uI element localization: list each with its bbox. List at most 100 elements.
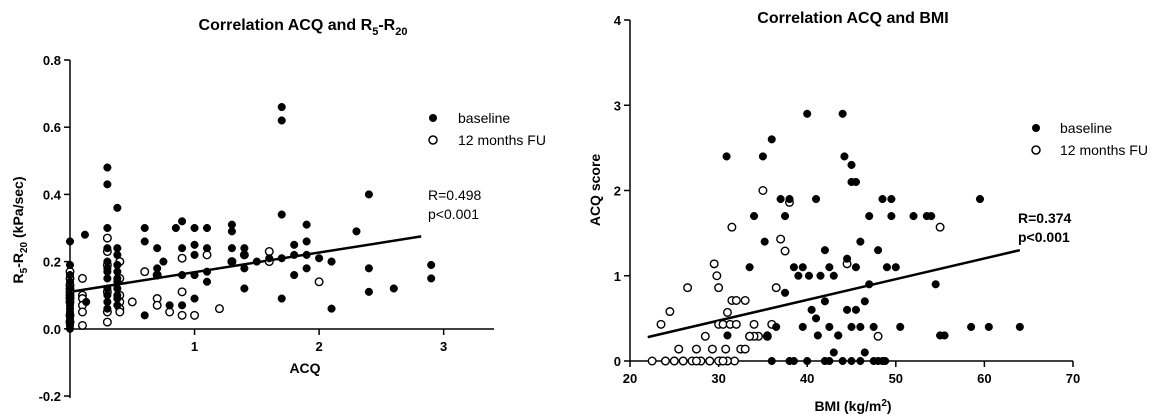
- data-point-followup: [691, 356, 701, 366]
- data-point-followup: [177, 253, 187, 263]
- data-point-baseline: [798, 263, 807, 272]
- annotation-p-value: p<0.001: [428, 206, 479, 222]
- data-point-baseline: [65, 324, 75, 333]
- x-tick-label: 70: [1066, 371, 1080, 386]
- data-point-baseline: [165, 301, 174, 310]
- data-point-baseline: [843, 254, 852, 263]
- data-point-baseline: [813, 331, 822, 340]
- x-tick-label: 30: [711, 371, 725, 386]
- data-point-followup: [264, 247, 274, 257]
- data-point-baseline: [807, 305, 816, 314]
- data-point-baseline: [749, 212, 759, 221]
- data-point-followup: [647, 356, 657, 366]
- data-point-followup: [712, 271, 722, 281]
- x-tick-label: 2: [315, 339, 322, 354]
- data-point-baseline: [767, 135, 776, 144]
- x-tick-label: 3: [440, 339, 447, 354]
- data-point-baseline: [277, 254, 286, 263]
- legend: baseline 12 months FU: [428, 110, 546, 148]
- data-point-baseline: [834, 331, 843, 340]
- data-point-followup: [177, 310, 187, 320]
- data-point-followup: [727, 222, 737, 232]
- data-point-baseline: [803, 109, 812, 118]
- data-point-baseline: [874, 246, 883, 255]
- data-point-baseline: [825, 263, 834, 272]
- data-point-baseline: [847, 322, 856, 331]
- axes: 1 2 3 -0.2 0.0 0.2 0.4 0.6 0.8: [39, 53, 494, 404]
- y-tick-label: 4: [614, 13, 622, 28]
- plot-area: [647, 109, 1024, 366]
- data-point-baseline: [113, 250, 122, 259]
- data-point-baseline: [103, 267, 112, 276]
- data-point-baseline: [887, 194, 896, 204]
- data-point-baseline: [103, 163, 112, 172]
- data-point-baseline: [103, 180, 112, 189]
- data-point-followup: [102, 317, 112, 327]
- data-point-baseline: [816, 271, 825, 280]
- data-point-followup: [707, 344, 717, 354]
- data-point-followup: [740, 344, 750, 354]
- data-point-followup: [776, 234, 786, 244]
- data-point-baseline: [202, 277, 212, 286]
- data-point-baseline: [240, 250, 249, 259]
- data-point-baseline: [803, 356, 812, 366]
- data-point-baseline: [113, 277, 122, 286]
- data-point-followup: [165, 307, 175, 317]
- data-point-followup: [678, 356, 688, 366]
- data-point-baseline: [190, 240, 199, 249]
- data-point-baseline: [302, 250, 311, 259]
- data-point-followup: [77, 307, 87, 317]
- data-point-followup: [745, 331, 755, 341]
- y-tick-label: 0.8: [43, 53, 61, 68]
- data-point-followup: [691, 344, 701, 354]
- legend-label-baseline: baseline: [458, 110, 510, 126]
- data-point-followup: [731, 319, 741, 329]
- data-point-baseline: [240, 284, 249, 293]
- data-point-baseline: [1015, 322, 1024, 331]
- data-point-baseline: [829, 271, 838, 280]
- data-point-baseline: [202, 223, 212, 233]
- data-point-baseline: [984, 322, 993, 331]
- data-point-baseline: [838, 356, 847, 366]
- data-point-baseline: [113, 284, 122, 293]
- data-point-followup: [202, 250, 212, 260]
- y-axis-label: ACQ score: [587, 154, 603, 227]
- annotation-r-value: R=0.374: [1018, 210, 1072, 226]
- x-tick-label: 20: [623, 371, 637, 386]
- data-point-baseline: [896, 322, 905, 331]
- data-point-baseline: [202, 244, 212, 253]
- y-tick-label: 0: [614, 354, 621, 369]
- data-point-baseline: [103, 274, 112, 283]
- data-point-followup: [705, 356, 715, 366]
- data-point-baseline: [140, 311, 149, 320]
- data-point-baseline: [153, 244, 162, 253]
- x-tick-label: 60: [977, 371, 991, 386]
- data-point-baseline: [856, 356, 865, 366]
- legend-label-followup: 12 months FU: [458, 132, 546, 148]
- data-point-followup: [77, 273, 87, 283]
- data-point-baseline: [865, 280, 874, 289]
- data-point-baseline: [240, 244, 249, 253]
- data-point-followup: [656, 319, 666, 329]
- data-point-followup: [660, 356, 670, 366]
- data-point-baseline: [869, 322, 878, 331]
- data-point-followup: [314, 277, 324, 287]
- data-point-baseline: [103, 244, 112, 253]
- data-point-baseline: [327, 304, 336, 313]
- data-point-followup: [665, 307, 675, 317]
- data-point-baseline: [975, 194, 985, 204]
- data-point-baseline: [776, 194, 785, 204]
- data-point-baseline: [178, 270, 187, 280]
- data-point-baseline: [65, 237, 75, 246]
- data-point-baseline: [851, 263, 860, 272]
- data-point-baseline: [789, 356, 798, 366]
- data-point-baseline: [794, 271, 803, 280]
- legend-marker-baseline: [1032, 124, 1040, 132]
- data-point-followup: [152, 300, 162, 310]
- data-point-followup: [780, 246, 790, 256]
- data-point-baseline: [113, 301, 122, 310]
- data-point-baseline: [113, 203, 122, 212]
- data-point-baseline: [909, 212, 918, 221]
- data-point-baseline: [812, 314, 821, 323]
